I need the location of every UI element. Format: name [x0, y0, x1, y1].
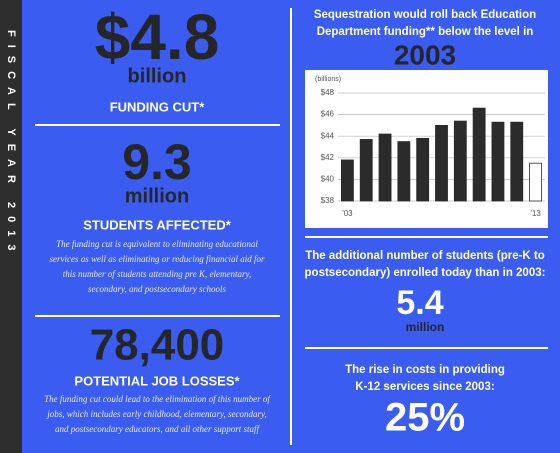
- stat-text: K-12 services since 2003:: [355, 381, 494, 393]
- note-line: secondary, and postsecondary schools: [88, 284, 226, 294]
- bar: [453, 120, 467, 202]
- stat-label: FUNDING CUT*: [110, 99, 206, 114]
- note-line: The funding cut is equivalent to elimina…: [56, 239, 258, 249]
- stat-text: The rise in costs in providing: [345, 364, 505, 376]
- note-line: jobs, which includes early childhood, el…: [46, 409, 266, 419]
- bar: [510, 121, 524, 202]
- x-tick-label: '03: [342, 209, 353, 218]
- stat-unit: billion: [128, 65, 187, 87]
- y-tick-label: $42: [321, 153, 335, 162]
- bar: [397, 141, 411, 202]
- stat-value: 25%: [385, 396, 465, 440]
- x-tick-label: '13: [530, 209, 541, 218]
- bar: [416, 137, 430, 202]
- y-tick-label: $46: [321, 110, 335, 119]
- note-line: services as well as eliminating or reduc…: [50, 254, 265, 264]
- stat-label: POTENTIAL JOB LOSSES*: [74, 373, 240, 388]
- note-line: and postsecondary educators, and all oth…: [55, 424, 260, 434]
- stat-value: $4.8: [95, 1, 220, 73]
- stat-value: 9.3: [122, 134, 192, 190]
- stat-value: 5.4: [396, 284, 443, 322]
- stat-text: The additional number of students (pre-K…: [305, 250, 545, 262]
- bar: [472, 107, 486, 202]
- stat-unit: million: [125, 185, 189, 207]
- stat-unit: million: [406, 320, 445, 334]
- stat-label: STUDENTS AFFECTED*: [83, 217, 232, 232]
- bar: [359, 139, 373, 202]
- y-axis-label: (billions): [315, 76, 341, 83]
- chart-subtitle: 2003: [394, 39, 456, 70]
- stat-value: 78,400: [90, 321, 225, 370]
- bar: [435, 125, 448, 202]
- sidebar: [0, 0, 22, 453]
- sidebar-text: FISCAL YEAR 2013: [5, 30, 17, 258]
- note-line: this number of students attending pre K,…: [63, 269, 251, 279]
- bar: [340, 159, 354, 202]
- y-tick-label: $44: [321, 131, 335, 140]
- note-line: The funding cut could lead to the elimin…: [44, 394, 271, 404]
- bar: [491, 121, 505, 202]
- chart-title: Department funding** below the level in: [317, 26, 534, 38]
- chart-title: Sequestration would roll back Education: [314, 9, 536, 21]
- bar: [378, 133, 392, 202]
- bar: [529, 162, 543, 202]
- stat-text: postsecondary) enrolled today than in 20…: [305, 267, 546, 279]
- y-tick-label: $48: [321, 88, 335, 97]
- y-tick-label: $40: [321, 175, 335, 184]
- y-tick-label: $38: [321, 196, 335, 205]
